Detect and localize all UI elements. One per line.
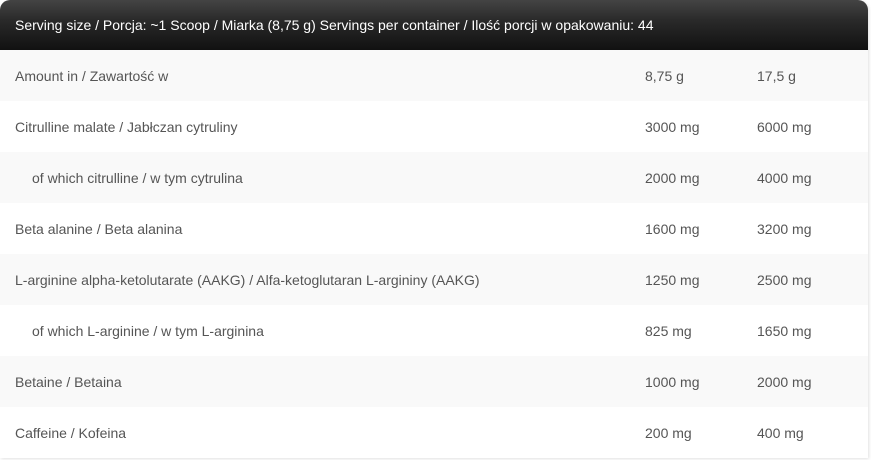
amount-per-serving: 200 mg [645, 424, 692, 441]
amount-double-serving: 6000 mg [757, 118, 812, 135]
amount-per-serving: 825 mg [645, 322, 692, 339]
ingredient-name: Caffeine / Kofeina [15, 424, 127, 441]
amount-double-serving: 17,5 g [757, 67, 796, 84]
amount-per-serving: 3000 mg [645, 118, 700, 135]
table-row: Caffeine / Kofeina 200 mg 400 mg [0, 407, 868, 458]
serving-header: Serving size / Porcja: ~1 Scoop / Miarka… [0, 0, 868, 50]
amount-per-serving: 2000 mg [645, 169, 700, 186]
amount-double-serving: 2500 mg [757, 271, 812, 288]
table-row: of which citrulline / w tym cytrulina 200… [0, 152, 868, 203]
ingredient-name: of which citrulline / w tym cytrulina [32, 169, 243, 186]
amount-per-serving: 1250 mg [645, 271, 700, 288]
table-row: L-arginine alpha-ketolutarate (AAKG) / A… [0, 254, 868, 305]
table-body: Amount in / Zawartość w 8,75 g 17,5 g Citru… [0, 50, 868, 458]
amount-double-serving: 3200 mg [757, 220, 812, 237]
ingredient-name: Amount in / Zawartość w [15, 67, 169, 84]
amount-per-serving: 1000 mg [645, 373, 700, 390]
ingredient-name: Betaine / Betaina [15, 373, 122, 390]
table-row: Betaine / Betaina 1000 mg 2000 mg [0, 356, 868, 407]
amount-double-serving: 4000 mg [757, 169, 812, 186]
ingredient-name: Citrulline malate / Jabłczan cytruliny [15, 118, 238, 135]
amount-double-serving: 400 mg [757, 424, 804, 441]
amount-double-serving: 1650 mg [757, 322, 812, 339]
ingredient-name: Beta alanine / Beta alanina [15, 220, 183, 237]
ingredient-name: L-arginine alpha-ketolutarate (AAKG) / A… [15, 271, 480, 288]
amount-per-serving: 1600 mg [645, 220, 700, 237]
table-row: Beta alanine / Beta alanina 1600 mg 3200 m… [0, 203, 868, 254]
table-row: Citrulline malate / Jabłczan cytruliny 30… [0, 101, 868, 152]
amount-double-serving: 2000 mg [757, 373, 812, 390]
table-row: of which L-arginine / w tym L-arginina 82… [0, 305, 868, 356]
table-row: Amount in / Zawartość w 8,75 g 17,5 g [0, 50, 868, 101]
amount-per-serving: 8,75 g [645, 67, 684, 84]
ingredient-name: of which L-arginine / w tym L-arginina [32, 322, 264, 339]
